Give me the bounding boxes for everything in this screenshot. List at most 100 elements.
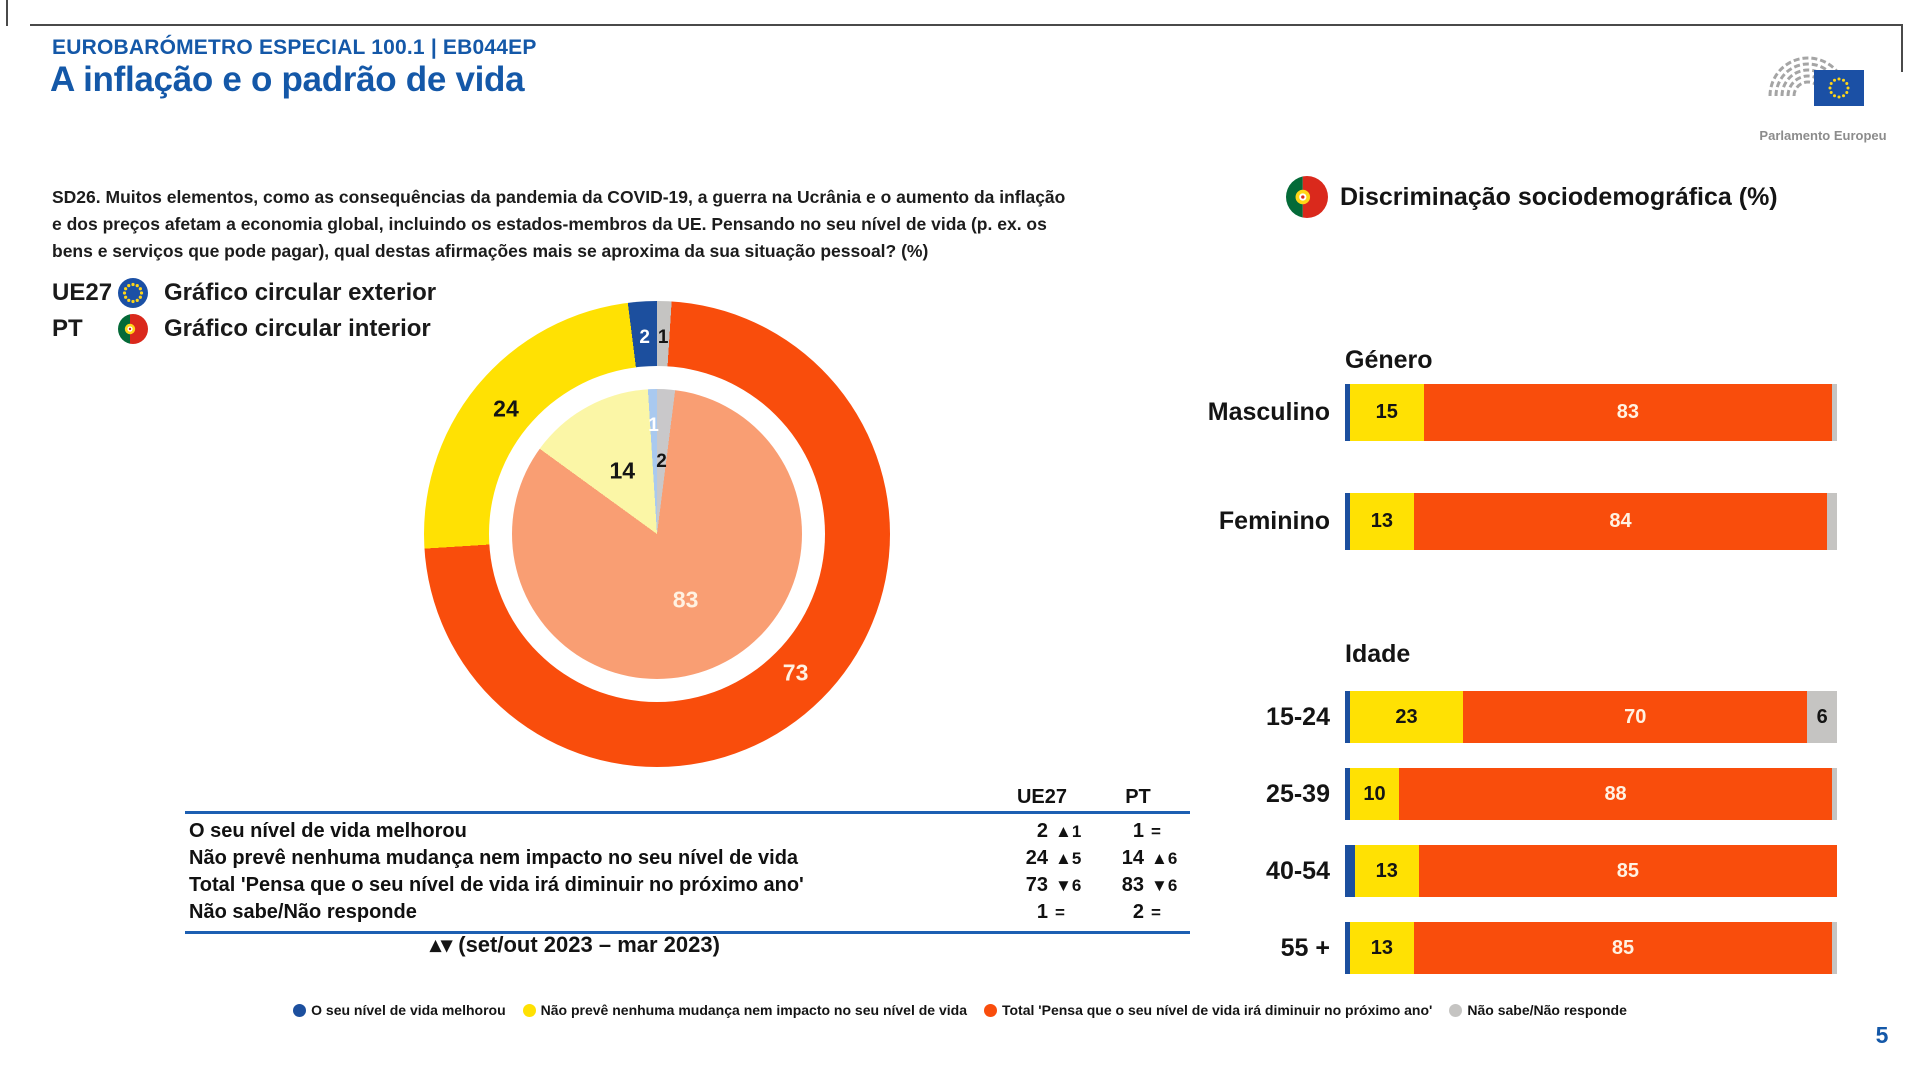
bar-segment-orange: 84: [1413, 493, 1828, 550]
bar-segment-blue: [1345, 922, 1350, 974]
bar-segment-yellow: 13: [1349, 493, 1414, 550]
frame-right-tick: [1901, 24, 1903, 72]
bar-25-39: 10 88: [1345, 768, 1837, 820]
bar-segment-yellow: 23: [1349, 691, 1464, 743]
table-cell: 1: [1036, 901, 1048, 923]
bar-segment-orange: 88: [1399, 768, 1833, 820]
page-number: 5: [1875, 1022, 1889, 1048]
blue-legend-dot: [293, 1003, 307, 1017]
table-cell: 1: [1132, 820, 1144, 842]
bar-segment-yellow: 15: [1349, 384, 1424, 441]
table-cell: ▲6: [1151, 849, 1178, 868]
chart-legend: O seu nível de vida melhorou Não prevê ne…: [0, 1002, 1920, 1018]
bar-segment-blue: [1345, 493, 1350, 550]
bar-segment-orange: 70: [1463, 691, 1808, 743]
portugal-flag-icon: [1286, 176, 1328, 218]
bar-group-title: Idade: [1345, 640, 1411, 668]
grey-legend-dot: [1449, 1003, 1463, 1017]
bar-Feminino: 13 84: [1345, 493, 1837, 550]
table-cell: 14: [1121, 847, 1144, 869]
bar-segment-orange: 85: [1413, 922, 1833, 974]
bar-row-label: Feminino: [1218, 507, 1330, 535]
pie-value-label: 1: [657, 327, 669, 349]
pie-value-label: 2: [639, 327, 650, 349]
legend-item-label: Não prevê nenhuma mudança nem impacto no…: [540, 1002, 967, 1018]
legend-label: Gráfico circular interior: [164, 315, 431, 342]
legend-code: PT: [52, 315, 83, 342]
bar-55 +: 13 85: [1345, 922, 1837, 974]
eu-flag-rect: [1814, 70, 1864, 106]
pie-value-label: 2: [656, 451, 667, 473]
pie-value-label: 1: [648, 415, 659, 437]
pie-value-label: 83: [672, 586, 699, 613]
bar-group-title: Género: [1345, 346, 1433, 374]
bar-value-label: 13: [1375, 859, 1398, 882]
bar-40-54: 13 85: [1345, 845, 1837, 897]
page-title: A inflação e o padrão de vida: [50, 60, 525, 99]
table-cell: Total 'Pensa que o seu nível de vida irá…: [189, 874, 804, 896]
legend-item: Não prevê nenhuma mudança nem impacto no…: [522, 1002, 967, 1018]
bar-value-label: 6: [1816, 705, 1828, 728]
sociodemographic-title: Discriminação sociodemográfica (%): [1340, 182, 1778, 211]
bar-segment-grey: 6: [1807, 691, 1837, 743]
bar-value-label: 70: [1624, 705, 1647, 728]
table-cell: =: [1151, 822, 1161, 841]
ep-hemicycle-icon: [1768, 56, 1864, 106]
bar-row-label: 15-24: [1266, 703, 1330, 731]
frame-top-line: [30, 24, 1903, 26]
bar-15-24: 23 70 6: [1345, 691, 1837, 743]
bar-segment-yellow: 13: [1349, 922, 1414, 974]
pie-ring-legend: UE27 Gráfico circular exterior PT: [52, 276, 436, 348]
ep-logo-caption: Parlamento Europeu: [1759, 128, 1887, 143]
bar-segment-blue: [1345, 691, 1350, 743]
table-cell: 83: [1121, 874, 1144, 896]
table-cell: 2: [1036, 820, 1048, 842]
legend-row-pt: PT Gráfico circular interior: [52, 312, 436, 346]
trend-note: ▴▾ (set/out 2023 – mar 2023): [430, 932, 720, 957]
table-cell: =: [1055, 903, 1065, 922]
bar-value-label: 13: [1370, 510, 1393, 532]
pie-value-label: 73: [782, 659, 809, 686]
eu-flag-icon: [118, 278, 148, 308]
question-text: SD26. Muitos elementos, como as consequê…: [52, 187, 1066, 261]
bar-row-label: 25-39: [1266, 780, 1330, 808]
bar-row-label: 55 +: [1280, 934, 1330, 962]
bar-segment-yellow: 10: [1349, 768, 1400, 820]
table-cell: 73: [1025, 874, 1048, 896]
ep-logo: Parlamento Europeu: [1738, 44, 1908, 143]
table-cell: =: [1151, 903, 1161, 922]
table-cell: 2: [1132, 901, 1144, 923]
bar-value-label: 15: [1375, 401, 1398, 423]
pie-value-label: 14: [609, 457, 636, 484]
legend-item-label: Não sabe/Não responde: [1467, 1002, 1627, 1018]
bar-value-label: 83: [1616, 401, 1639, 423]
bar-segment-blue: [1345, 845, 1355, 897]
pie-value-label: 24: [493, 395, 519, 422]
orange-legend-dot: [983, 1003, 997, 1017]
table-cell: ▼6: [1151, 876, 1178, 895]
bar-value-label: 85: [1611, 936, 1635, 959]
table-cell: Não sabe/Não responde: [189, 901, 417, 923]
sociodemographic-header: Discriminação sociodemográfica (%): [1286, 176, 1778, 218]
legend-label: Gráfico circular exterior: [164, 279, 437, 306]
bar-value-label: 85: [1616, 859, 1639, 882]
table-header: UE27 PT: [185, 786, 1190, 809]
bar-segment-orange: 83: [1423, 384, 1833, 441]
table-cell: ▼6: [1055, 876, 1082, 895]
yellow-legend-dot: [522, 1003, 536, 1017]
donut-inner-pie-pt: [512, 389, 802, 679]
bar-row-label: Masculino: [1207, 398, 1330, 426]
legend-code: UE27: [52, 279, 113, 306]
bar-value-label: 23: [1395, 705, 1418, 728]
bar-value-label: 13: [1370, 936, 1393, 959]
bar-segment-blue: [1345, 768, 1350, 820]
frame-left-tick: [6, 0, 8, 26]
table-cell: O seu nível de vida melhorou: [189, 820, 467, 842]
table-col-ue27: UE27: [1016, 786, 1068, 808]
bar-segment-orange: 85: [1418, 845, 1837, 897]
bar-segment-grey: [1832, 922, 1837, 974]
legend-row-ue27: UE27 Gráfico circular exterior: [52, 276, 436, 310]
bar-segment-blue: [1345, 384, 1350, 441]
legend-item: Total 'Pensa que o seu nível de vida irá…: [983, 1002, 1432, 1018]
